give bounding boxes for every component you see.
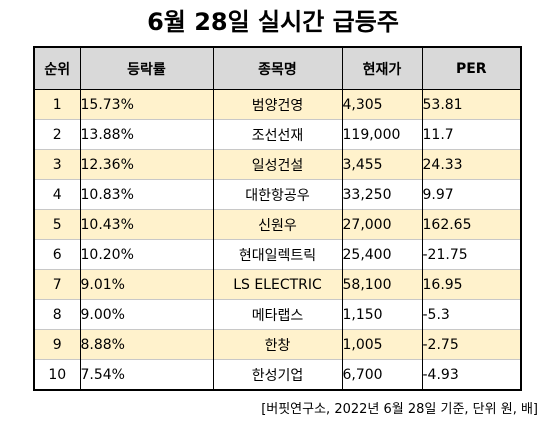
cell-name: 대한항공우 (212, 179, 343, 210)
header-per: PER (421, 47, 522, 90)
cell-per: -4.93 (421, 359, 522, 390)
cell-price: 33,250 (341, 179, 423, 210)
cell-per: 162.65 (421, 209, 522, 240)
cell-name: LS ELECTRIC (212, 269, 343, 300)
cell-per: 24.33 (421, 149, 522, 180)
cell-rank: 4 (33, 179, 81, 210)
cell-name: 한창 (212, 329, 343, 360)
cell-price: 27,000 (341, 209, 423, 240)
cell-name: 신원우 (212, 209, 343, 240)
cell-rank: 8 (33, 299, 81, 330)
table-row: 7 9.01% LS ELECTRIC 58,100 16.95 (33, 269, 522, 300)
surging-stocks-table: 순위 등락률 종목명 현재가 PER 1 15.73% 범양건영 4,305 5… (33, 46, 522, 391)
page-title: 6월 28일 실시간 급등주 (147, 8, 399, 36)
table-row: 6 10.20% 현대일렉트릭 25,400 -21.75 (33, 239, 522, 270)
header-change: 등락률 (79, 47, 214, 90)
table-header-row: 순위 등락률 종목명 현재가 PER (33, 47, 522, 90)
table-row: 3 12.36% 일성건설 3,455 24.33 (33, 149, 522, 180)
table-row: 1 15.73% 범양건영 4,305 53.81 (33, 89, 522, 120)
cell-per: -2.75 (421, 329, 522, 360)
cell-change: 9.00% (79, 299, 214, 330)
cell-rank: 5 (33, 209, 81, 240)
cell-name: 메타랩스 (212, 299, 343, 330)
cell-rank: 2 (33, 119, 81, 150)
cell-per: 16.95 (421, 269, 522, 300)
table-row: 10 7.54% 한성기업 6,700 -4.93 (33, 359, 522, 390)
table-row: 4 10.83% 대한항공우 33,250 9.97 (33, 179, 522, 210)
cell-per: 11.7 (421, 119, 522, 150)
cell-change: 10.20% (79, 239, 214, 270)
cell-change: 7.54% (79, 359, 214, 390)
table-row: 5 10.43% 신원우 27,000 162.65 (33, 209, 522, 240)
table-row: 9 8.88% 한창 1,005 -2.75 (33, 329, 522, 360)
cell-price: 58,100 (341, 269, 423, 300)
cell-change: 12.36% (79, 149, 214, 180)
cell-price: 119,000 (341, 119, 423, 150)
cell-name: 조선선재 (212, 119, 343, 150)
cell-rank: 10 (33, 359, 81, 390)
cell-rank: 1 (33, 89, 81, 120)
table-row: 8 9.00% 메타랩스 1,150 -5.3 (33, 299, 522, 330)
cell-rank: 3 (33, 149, 81, 180)
header-price: 현재가 (341, 47, 423, 90)
cell-change: 10.43% (79, 209, 214, 240)
cell-per: -5.3 (421, 299, 522, 330)
cell-change: 15.73% (79, 89, 214, 120)
cell-rank: 9 (33, 329, 81, 360)
cell-name: 한성기업 (212, 359, 343, 390)
cell-rank: 6 (33, 239, 81, 270)
cell-name: 범양건영 (212, 89, 343, 120)
cell-name: 현대일렉트릭 (212, 239, 343, 270)
cell-price: 3,455 (341, 149, 423, 180)
table-row: 2 13.88% 조선선재 119,000 11.7 (33, 119, 522, 150)
cell-rank: 7 (33, 269, 81, 300)
source-note: [버핏연구소, 2022년 6월 28일 기준, 단위 원, 배] (261, 402, 538, 417)
header-rank: 순위 (33, 47, 81, 90)
cell-price: 25,400 (341, 239, 423, 270)
cell-price: 1,005 (341, 329, 423, 360)
cell-per: 9.97 (421, 179, 522, 210)
cell-name: 일성건설 (212, 149, 343, 180)
cell-change: 8.88% (79, 329, 214, 360)
cell-price: 1,150 (341, 299, 423, 330)
cell-change: 13.88% (79, 119, 214, 150)
cell-per: 53.81 (421, 89, 522, 120)
cell-per: -21.75 (421, 239, 522, 270)
cell-change: 10.83% (79, 179, 214, 210)
cell-change: 9.01% (79, 269, 214, 300)
cell-price: 6,700 (341, 359, 423, 390)
cell-price: 4,305 (341, 89, 423, 120)
header-name: 종목명 (212, 47, 343, 90)
